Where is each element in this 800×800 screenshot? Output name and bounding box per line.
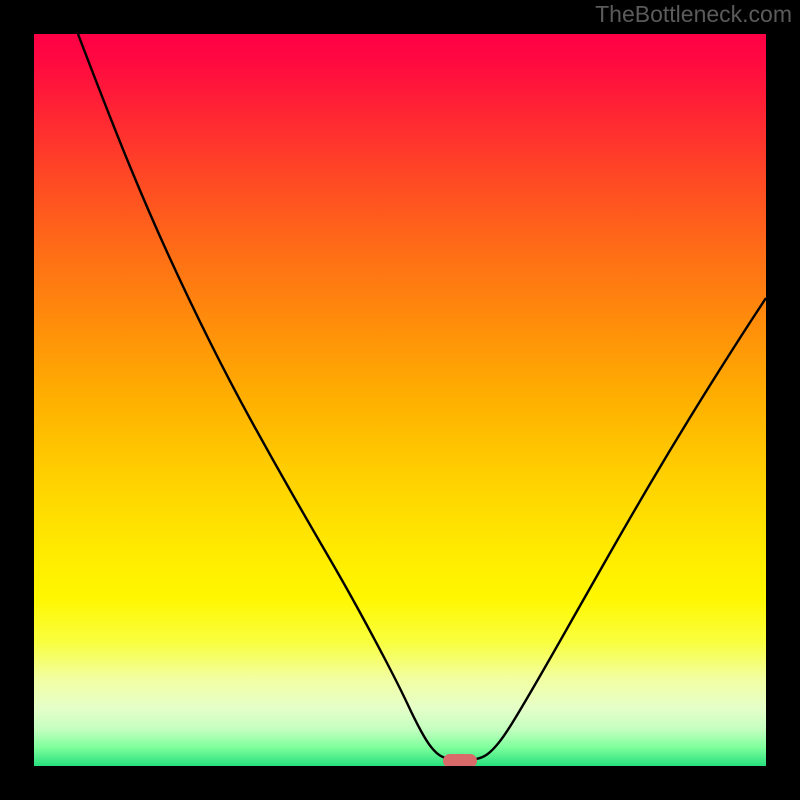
bottleneck-chart: TheBottleneck.com bbox=[0, 0, 800, 800]
heat-background bbox=[34, 34, 766, 766]
optimal-point-marker bbox=[443, 754, 477, 768]
watermark-text: TheBottleneck.com bbox=[595, 1, 792, 27]
